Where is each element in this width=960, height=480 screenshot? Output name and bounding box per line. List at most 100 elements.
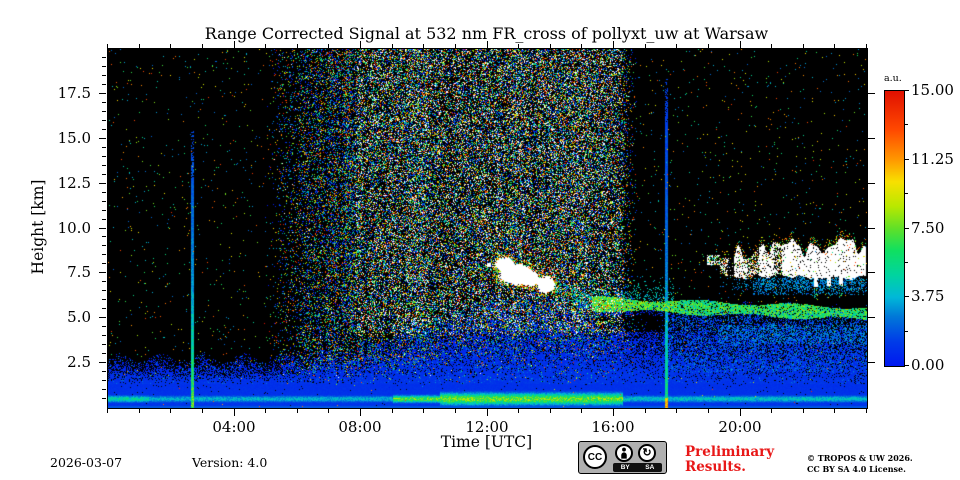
x-axis-label: Time [UTC] — [440, 433, 533, 451]
colorbar-tick-label: 7.50 — [911, 219, 945, 237]
y-axis-major-tick — [99, 272, 106, 274]
x-axis-minor-tick — [771, 409, 773, 413]
x-axis-tick-label: 16:00 — [591, 418, 635, 436]
y-axis-right-major-tick — [868, 228, 875, 230]
x-axis-minor-tick — [834, 409, 836, 413]
y-axis-minor-tick — [102, 380, 106, 382]
x-axis-top-minor-tick — [803, 44, 805, 48]
y-axis-tick-label: 2.5 — [67, 353, 91, 372]
y-axis-minor-tick — [102, 245, 106, 247]
x-axis-top-major-tick — [360, 41, 362, 48]
y-axis-tick-label: 10.0 — [57, 218, 91, 237]
colorbar-major-tick — [905, 296, 909, 298]
x-axis-top-minor-tick — [297, 44, 299, 48]
colorbar-major-tick — [905, 228, 909, 230]
y-axis-tick-label: 15.0 — [57, 128, 91, 147]
x-axis-top-minor-tick — [866, 44, 868, 48]
x-axis-minor-tick — [139, 409, 141, 413]
cc-by-label: BY — [620, 464, 630, 471]
x-axis-minor-tick — [866, 409, 868, 413]
x-axis-minor-tick — [676, 409, 678, 413]
y-axis-minor-tick — [102, 290, 106, 292]
x-axis-top-minor-tick — [834, 44, 836, 48]
cc-license-badge: CC ↻ BY SA — [578, 441, 667, 474]
y-axis-minor-tick — [102, 344, 106, 346]
footer-date: 2026-03-07 — [50, 455, 123, 470]
colorbar-tick-label: 3.75 — [911, 287, 945, 305]
x-axis-tick-label: 04:00 — [212, 418, 256, 436]
x-axis-top-major-tick — [740, 41, 742, 48]
cc-sa-label: SA — [645, 464, 655, 471]
y-axis-minor-tick — [102, 75, 106, 77]
x-axis-top-minor-tick — [139, 44, 141, 48]
x-axis-minor-tick — [423, 409, 425, 413]
y-axis-minor-tick — [102, 174, 106, 176]
y-axis-minor-tick — [102, 192, 106, 194]
y-axis-minor-tick — [102, 299, 106, 301]
preliminary-line2: Results. — [685, 459, 746, 475]
y-axis-tick-label: 12.5 — [57, 173, 91, 192]
x-axis-top-minor-tick — [518, 44, 520, 48]
y-axis-minor-tick — [102, 210, 106, 212]
y-axis-right-major-tick — [868, 317, 875, 319]
x-axis-minor-tick — [265, 409, 267, 413]
preliminary-line1: Preliminary — [685, 444, 775, 460]
copyright-note: © TROPOS & UW 2026. CC BY SA 4.0 License… — [807, 453, 913, 475]
x-axis-major-tick — [360, 409, 362, 416]
y-axis-minor-tick — [102, 308, 106, 310]
plot-area — [107, 48, 868, 409]
x-axis-top-major-tick — [613, 41, 615, 48]
x-axis-tick-label: 12:00 — [465, 418, 509, 436]
x-axis-minor-tick — [645, 409, 647, 413]
y-axis-minor-tick — [102, 129, 106, 131]
colorbar-major-tick — [905, 159, 909, 161]
colorbar-tick-label: 15.00 — [911, 81, 954, 99]
y-axis-minor-tick — [102, 66, 106, 68]
cc-logo-icon: CC — [583, 445, 607, 469]
copyright-line1: © TROPOS & UW 2026. — [807, 453, 913, 463]
colorbar-minor-tick — [905, 331, 908, 333]
x-axis-minor-tick — [202, 409, 204, 413]
colorbar-unit-label: a.u. — [884, 73, 902, 84]
y-axis-tick-label: 17.5 — [57, 83, 91, 102]
colorbar-minor-tick — [905, 262, 908, 264]
y-axis-minor-tick — [102, 335, 106, 337]
x-axis-major-tick — [234, 409, 236, 416]
x-axis-major-tick — [740, 409, 742, 416]
colorbar-minor-tick — [905, 193, 908, 195]
x-axis-top-minor-tick — [328, 44, 330, 48]
y-axis-major-tick — [99, 362, 106, 364]
x-axis-top-minor-tick — [708, 44, 710, 48]
y-axis-minor-tick — [102, 111, 106, 113]
x-axis-top-minor-tick — [645, 44, 647, 48]
cc-sa-arrow-icon: ↻ — [638, 444, 656, 462]
preliminary-results-note: Preliminary Results. — [685, 445, 774, 475]
y-axis-tick-label: 5.0 — [67, 308, 91, 327]
colorbar-tick-label: 11.25 — [911, 150, 954, 168]
x-axis-top-minor-tick — [581, 44, 583, 48]
colorbar-major-tick — [905, 365, 909, 367]
x-axis-top-minor-tick — [107, 44, 109, 48]
y-axis-minor-tick — [102, 120, 106, 122]
y-axis-minor-tick — [102, 254, 106, 256]
x-axis-minor-tick — [392, 409, 394, 413]
x-axis-minor-tick — [550, 409, 552, 413]
y-axis-minor-tick — [102, 353, 106, 355]
x-axis-minor-tick — [170, 409, 172, 413]
y-axis-minor-tick — [102, 263, 106, 265]
colorbar-minor-tick — [905, 124, 908, 126]
heatmap-canvas — [108, 49, 867, 408]
y-axis-right-major-tick — [868, 93, 875, 95]
y-axis-right-major-tick — [868, 183, 875, 185]
y-axis-minor-tick — [102, 102, 106, 104]
y-axis-minor-tick — [102, 281, 106, 283]
y-axis-right-major-tick — [868, 272, 875, 274]
x-axis-top-major-tick — [487, 41, 489, 48]
y-axis-minor-tick — [102, 389, 106, 391]
y-axis-tick-label: 7.5 — [67, 263, 91, 282]
y-axis-minor-tick — [102, 326, 106, 328]
y-axis-major-tick — [99, 138, 106, 140]
x-axis-major-tick — [487, 409, 489, 416]
x-axis-top-minor-tick — [423, 44, 425, 48]
